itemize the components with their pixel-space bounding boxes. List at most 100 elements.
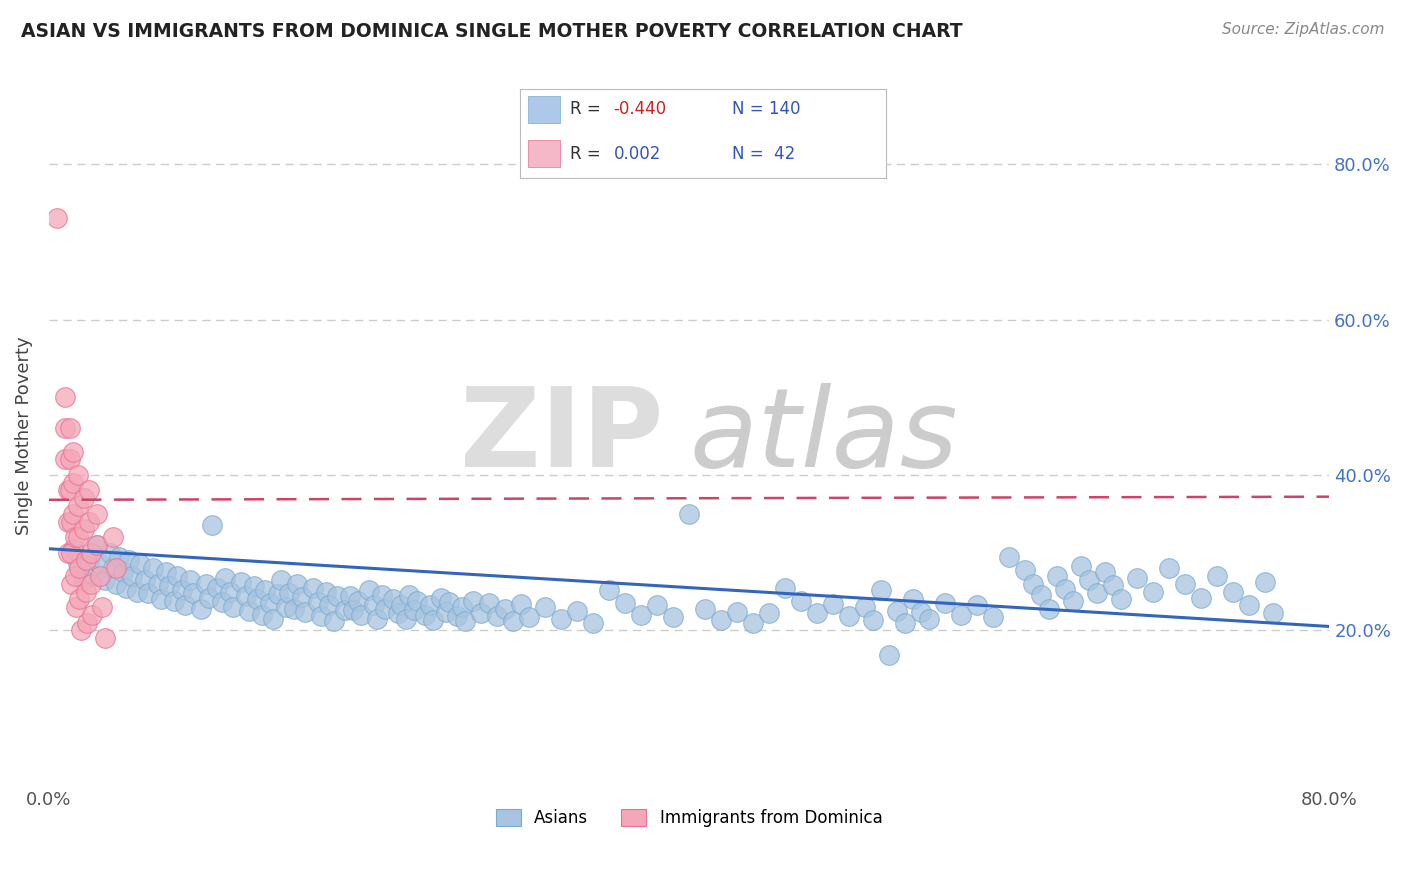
Point (62, 541, 84, 556)
Point (1046, 569, 1069, 583)
Point (86, 507, 108, 521)
Point (111, 565, 134, 579)
Point (243, 579, 266, 593)
Point (46, 211, 69, 226)
Point (157, 579, 180, 593)
Point (966, 599, 988, 613)
Point (1159, 561, 1181, 575)
Point (371, 588, 394, 602)
Point (181, 586, 204, 600)
Point (118, 553, 141, 567)
Point (53, 390, 76, 404)
Point (235, 589, 257, 603)
Point (742, 615, 765, 630)
Point (322, 614, 344, 628)
Point (413, 607, 436, 622)
Point (1206, 569, 1229, 583)
Point (60, 515, 83, 529)
Point (309, 609, 332, 624)
Point (1189, 591, 1212, 605)
Point (170, 582, 193, 597)
Point (67, 561, 90, 575)
Point (211, 594, 233, 608)
Point (894, 615, 917, 630)
Point (222, 600, 245, 615)
Point (470, 607, 492, 621)
Point (77, 515, 100, 529)
Point (82, 607, 104, 622)
Point (582, 615, 605, 630)
Text: -0.440: -0.440 (613, 100, 666, 119)
Point (278, 586, 301, 600)
Point (1078, 573, 1101, 587)
Point (877, 648, 900, 663)
Point (94, 573, 117, 587)
Point (565, 604, 588, 618)
Point (645, 599, 668, 613)
Point (146, 576, 169, 591)
Point (374, 601, 396, 615)
Point (86, 538, 108, 552)
Point (678, 507, 700, 521)
Point (79, 576, 101, 591)
Point (446, 609, 468, 624)
Point (62, 507, 84, 521)
Text: ASIAN VS IMMIGRANTS FROM DOMINICA SINGLE MOTHER POVERTY CORRELATION CHART: ASIAN VS IMMIGRANTS FROM DOMINICA SINGLE… (21, 22, 963, 41)
Point (205, 581, 228, 595)
Point (53, 452, 76, 467)
Point (105, 561, 128, 575)
Point (136, 586, 159, 600)
Point (454, 614, 477, 628)
Point (342, 603, 364, 617)
Point (662, 610, 685, 624)
Point (614, 596, 637, 610)
Point (163, 594, 186, 608)
Point (134, 573, 156, 587)
Point (870, 582, 893, 597)
Point (250, 607, 273, 622)
Point (981, 610, 1004, 624)
Point (461, 594, 484, 608)
Point (63, 569, 86, 583)
Point (1109, 592, 1132, 607)
Point (710, 613, 733, 627)
Point (59, 483, 82, 498)
Point (73, 491, 96, 506)
Point (318, 599, 340, 613)
Point (198, 591, 221, 605)
Point (823, 597, 845, 611)
Text: Source: ZipAtlas.com: Source: ZipAtlas.com (1222, 22, 1385, 37)
Point (339, 589, 361, 603)
Point (363, 598, 385, 612)
Point (270, 573, 292, 587)
Point (262, 612, 284, 626)
Point (89, 569, 111, 583)
Point (60, 576, 83, 591)
Point (326, 589, 349, 603)
Point (253, 582, 276, 597)
Point (179, 573, 201, 587)
Point (307, 594, 329, 608)
Point (62, 475, 84, 490)
Point (478, 596, 501, 610)
Point (218, 584, 240, 599)
Point (422, 613, 444, 627)
Point (598, 582, 620, 597)
Point (94, 631, 117, 645)
Point (998, 549, 1021, 564)
Point (238, 604, 260, 618)
Text: ZIP: ZIP (460, 383, 664, 490)
Point (1070, 558, 1092, 573)
Point (1022, 576, 1045, 591)
Point (1126, 570, 1149, 584)
Point (79, 546, 101, 560)
Point (75, 553, 97, 567)
Point (53, 421, 76, 435)
Bar (527, 140, 561, 168)
Point (395, 612, 418, 626)
Point (73, 573, 96, 587)
Point (382, 592, 405, 607)
Point (357, 582, 380, 597)
Point (1038, 601, 1060, 615)
Point (486, 609, 509, 624)
